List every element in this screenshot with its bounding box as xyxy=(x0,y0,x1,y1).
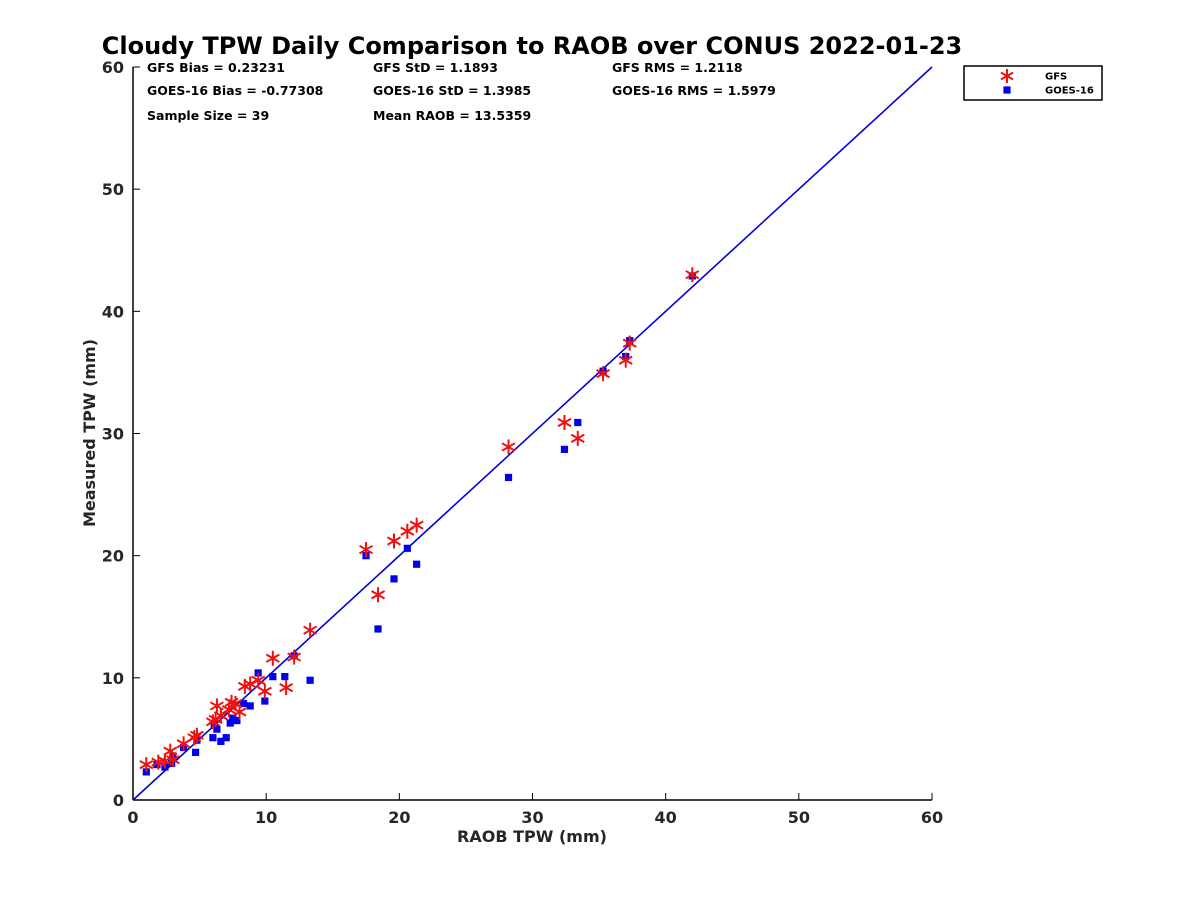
gfs-point xyxy=(618,352,633,368)
gfs-point xyxy=(257,683,272,699)
x-tick-label: 20 xyxy=(388,808,410,827)
goes-16-point xyxy=(269,673,277,681)
goes-16-point xyxy=(222,734,230,742)
goes-16-point xyxy=(217,737,225,745)
y-tick-label: 10 xyxy=(102,669,124,688)
stat-text: GOES-16 Bias = -0.77308 xyxy=(147,83,323,98)
y-tick-label: 60 xyxy=(102,58,124,77)
goes-16-point xyxy=(261,697,269,705)
legend-box xyxy=(963,65,1103,101)
x-tick-label: 50 xyxy=(788,808,810,827)
one-to-one-line xyxy=(132,66,933,801)
gfs-point xyxy=(387,533,402,549)
gfs-point xyxy=(287,649,302,665)
gfs-point xyxy=(189,727,204,743)
goes-16-point xyxy=(209,734,217,742)
y-axis-label: Measured TPW (mm) xyxy=(80,339,99,527)
gfs-point xyxy=(265,650,280,666)
series-gfs xyxy=(139,267,700,773)
goes-16-point xyxy=(213,725,221,733)
stats-block: GFS Bias = 0.23231 GFS StD = 1.1893 GFS RM… xyxy=(147,60,776,123)
gfs-point xyxy=(409,517,424,533)
legend-label-gfs: GFS xyxy=(1045,72,1067,83)
x-tick-label: 40 xyxy=(655,808,677,827)
gfs-point xyxy=(501,439,516,455)
axes: 0 10 20 30 40 50 60 0 10 20 30 40 50 60 xyxy=(102,58,943,827)
goes-16-point xyxy=(210,720,218,728)
x-tick-label: 60 xyxy=(921,808,943,827)
gfs-point xyxy=(685,267,700,283)
stat-text: Sample Size = 39 xyxy=(147,108,269,123)
stat-text: GFS StD = 1.1893 xyxy=(373,60,498,75)
gfs-point xyxy=(213,708,228,724)
goes-16-point xyxy=(374,625,382,633)
x-tick-label: 0 xyxy=(127,808,138,827)
goes-16-point xyxy=(504,473,513,482)
goes-16-point xyxy=(574,418,582,427)
gfs-point xyxy=(279,680,294,696)
data-points xyxy=(139,267,700,776)
gfs-point xyxy=(303,622,318,638)
y-tick-label: 40 xyxy=(102,302,124,321)
gfs-point xyxy=(371,587,386,603)
goes-16-point xyxy=(390,575,398,583)
gfs-point xyxy=(570,430,585,446)
goes-16-point xyxy=(413,560,421,568)
y-tick-label: 0 xyxy=(113,791,124,810)
legend-label-goes-16: GOES-16 xyxy=(1045,86,1094,97)
stat-text: GOES-16 StD = 1.3985 xyxy=(373,83,531,98)
reference-line xyxy=(132,66,933,801)
stat-text: GOES-16 RMS = 1.5979 xyxy=(612,83,776,98)
x-tick-label: 10 xyxy=(255,808,277,827)
gfs-point xyxy=(557,415,572,431)
gfs-point xyxy=(165,752,180,768)
legend-marker-gfs xyxy=(1000,69,1014,83)
goes-16-point xyxy=(306,676,314,684)
goes-16-point xyxy=(239,699,248,708)
gfs-point xyxy=(622,335,637,351)
gfs-point xyxy=(359,542,374,558)
goes-16-point xyxy=(229,714,237,722)
gfs-point xyxy=(139,757,154,773)
stat-text: GFS Bias = 0.23231 xyxy=(147,60,285,75)
legend-marker-goes-16 xyxy=(1003,86,1011,94)
y-tick-label: 50 xyxy=(102,180,124,199)
goes-16-point xyxy=(403,544,411,552)
goes-16-point xyxy=(226,719,234,727)
legend: GFS GOES-16 xyxy=(963,65,1103,101)
x-tick-label: 30 xyxy=(521,808,543,827)
stat-text: GFS RMS = 1.2118 xyxy=(612,60,743,75)
chart-title: Cloudy TPW Daily Comparison to RAOB over… xyxy=(102,32,962,60)
y-tick-label: 20 xyxy=(102,547,124,566)
goes-16-point xyxy=(560,445,569,453)
gfs-point xyxy=(232,704,247,720)
goes-16-point xyxy=(281,673,289,681)
y-tick-label: 30 xyxy=(102,425,124,444)
goes-16-point xyxy=(191,748,200,756)
gfs-point xyxy=(596,366,611,382)
gfs-point xyxy=(251,672,266,688)
gfs-point xyxy=(163,743,178,759)
stat-text: Mean RAOB = 13.5359 xyxy=(373,108,531,123)
goes-16-point xyxy=(233,716,241,725)
goes-16-point xyxy=(153,760,161,769)
goes-16-point xyxy=(168,759,176,767)
goes-16-point xyxy=(246,702,254,710)
gfs-point xyxy=(400,523,415,539)
x-axis-label: RAOB TPW (mm) xyxy=(457,827,607,846)
